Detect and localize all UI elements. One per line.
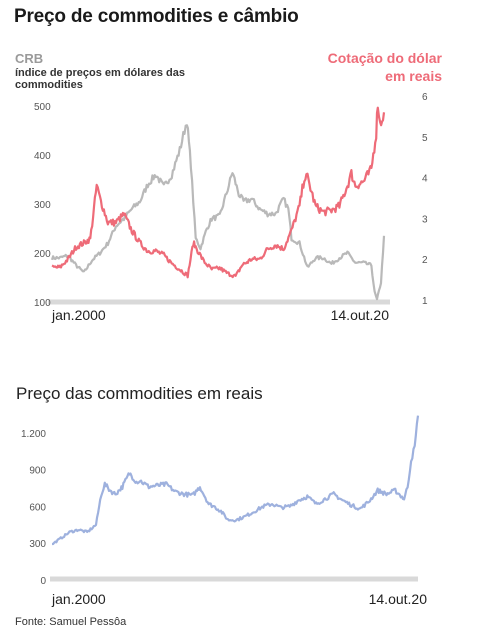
chart1-left-tick-label: 300 bbox=[34, 200, 51, 211]
crb-axis-sublabel: índice de preços em dólares das commodit… bbox=[15, 67, 185, 91]
chart1-right-tick-label: 3 bbox=[422, 214, 428, 225]
chart2-y-tick-label: 600 bbox=[29, 502, 46, 513]
chart-crb-dollar: 100 200 300 400 500 1 2 3 4 5 6 jan.2000 14.out.20 bbox=[34, 92, 428, 323]
chart2-title: Preço das commodities em reais bbox=[16, 384, 263, 403]
chart1-left-tick-label: 400 bbox=[34, 151, 51, 162]
chart2-y-tick-label: 300 bbox=[29, 539, 46, 550]
chart1-left-tick-label: 500 bbox=[34, 102, 51, 113]
series-line-dollar bbox=[51, 106, 386, 279]
chart2-y-tick-label: 0 bbox=[40, 576, 46, 587]
chart2-y-tick-label: 900 bbox=[29, 466, 46, 477]
chart1-right-tick-label: 4 bbox=[422, 174, 428, 185]
chart2-y-tick-label: 1.200 bbox=[21, 429, 46, 440]
chart2-x-tick-label: 14.out.20 bbox=[369, 591, 428, 607]
chart1-left-tick-label: 100 bbox=[34, 298, 51, 309]
dollar-axis-label-text: Cotação do dólar em reais bbox=[327, 50, 442, 84]
series-line-commodities-reais bbox=[51, 415, 420, 546]
dollar-axis-label: Cotação do dólar em reais bbox=[322, 49, 442, 85]
chart1-x-tick-label: jan.2000 bbox=[51, 307, 106, 323]
chart1-x-tick-label: 14.out.20 bbox=[331, 307, 390, 323]
chart1-left-tick-label: 200 bbox=[34, 249, 51, 260]
crb-axis-label: CRB bbox=[15, 51, 44, 66]
series-line-crb bbox=[50, 124, 386, 301]
source-note: Fonte: Samuel Pessôa bbox=[15, 616, 127, 628]
page-title: Preço de commodities e câmbio bbox=[14, 6, 299, 27]
chart1-right-tick-label: 2 bbox=[422, 255, 428, 266]
chart1-right-tick-label: 5 bbox=[422, 133, 428, 144]
chart2-x-tick-label: jan.2000 bbox=[51, 591, 106, 607]
chart1-right-tick-label: 6 bbox=[422, 92, 428, 103]
chart1-right-tick-label: 1 bbox=[422, 296, 428, 307]
